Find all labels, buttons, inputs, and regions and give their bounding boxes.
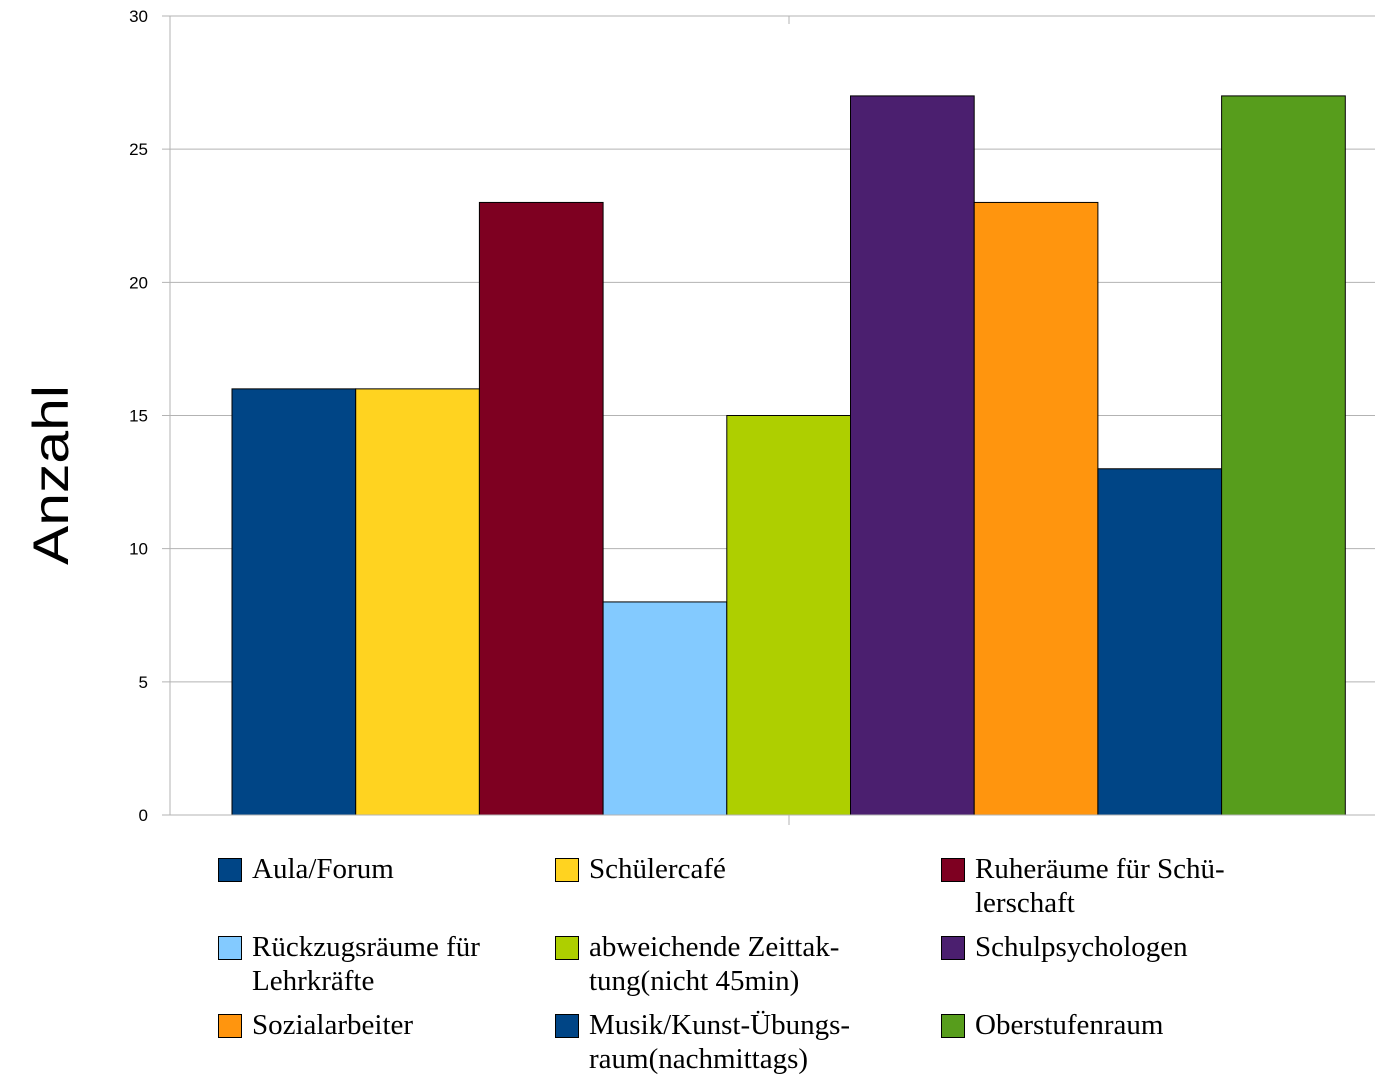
- legend-item: Schülercafé: [555, 852, 726, 886]
- legend-label: Schülercafé: [589, 853, 726, 885]
- legend-swatch: [218, 936, 242, 960]
- bars: [231, 95, 1346, 816]
- bar-5: [726, 415, 851, 816]
- legend-swatch: [555, 936, 579, 960]
- legend-swatch: [941, 1014, 965, 1038]
- y-tick-label: 25: [129, 140, 148, 159]
- y-tick-label: 5: [139, 673, 148, 692]
- legend-item: Aula/Forum: [218, 852, 394, 886]
- bar-3: [478, 201, 604, 816]
- legend-swatch: [941, 858, 965, 882]
- legend-item: Rückzugsräume für Lehrkräfte: [218, 930, 480, 998]
- bar-7: [973, 201, 1099, 816]
- legend-swatch: [218, 858, 242, 882]
- y-tick-label: 10: [129, 540, 148, 559]
- legend-item: Sozialarbeiter: [218, 1008, 413, 1042]
- legend-label: Oberstufenraum: [975, 1009, 1164, 1041]
- legend-label: Sozialarbeiter: [252, 1009, 414, 1041]
- legend-label: Rückzugsräume für Lehrkräfte: [252, 931, 480, 997]
- legend-label: abweichende Zeittak-tung(nicht 45min): [589, 931, 840, 997]
- bar-4: [602, 601, 728, 816]
- legend-swatch: [941, 936, 965, 960]
- legend-item: abweichende Zeittak-tung(nicht 45min): [555, 930, 839, 998]
- y-tick-label: 0: [139, 806, 148, 825]
- legend-label: Musik/Kunst-Übungs-raum(nachmittags): [589, 1009, 851, 1075]
- legend-item: Schulpsychologen: [941, 930, 1188, 964]
- legend-label: Schulpsychologen: [975, 931, 1188, 963]
- y-tick-label: 30: [129, 7, 148, 26]
- bar-6: [850, 95, 975, 816]
- legend-item: Ruheräume für Schü-lerschaft: [941, 852, 1225, 920]
- bar-8: [1097, 468, 1223, 816]
- y-axis-label: Anzahl: [23, 385, 79, 565]
- axes: [162, 16, 1375, 825]
- legend-label: Ruheräume für Schü-lerschaft: [975, 853, 1225, 919]
- legend-swatch: [218, 1014, 242, 1038]
- y-tick-label: 20: [129, 273, 148, 292]
- legend-swatch: [555, 858, 579, 882]
- legend-item: Oberstufenraum: [941, 1008, 1163, 1042]
- legend-item: Musik/Kunst-Übungs-raum(nachmittags): [555, 1008, 850, 1076]
- bar-1: [231, 388, 357, 816]
- legend-swatch: [555, 1014, 579, 1038]
- legend-label: Aula/Forum: [252, 853, 394, 885]
- bar-2: [355, 388, 480, 816]
- y-tick-labels: 0 5 10 15 20 25 30: [129, 7, 148, 825]
- y-tick-label: 15: [129, 407, 148, 426]
- bar-9: [1221, 95, 1346, 816]
